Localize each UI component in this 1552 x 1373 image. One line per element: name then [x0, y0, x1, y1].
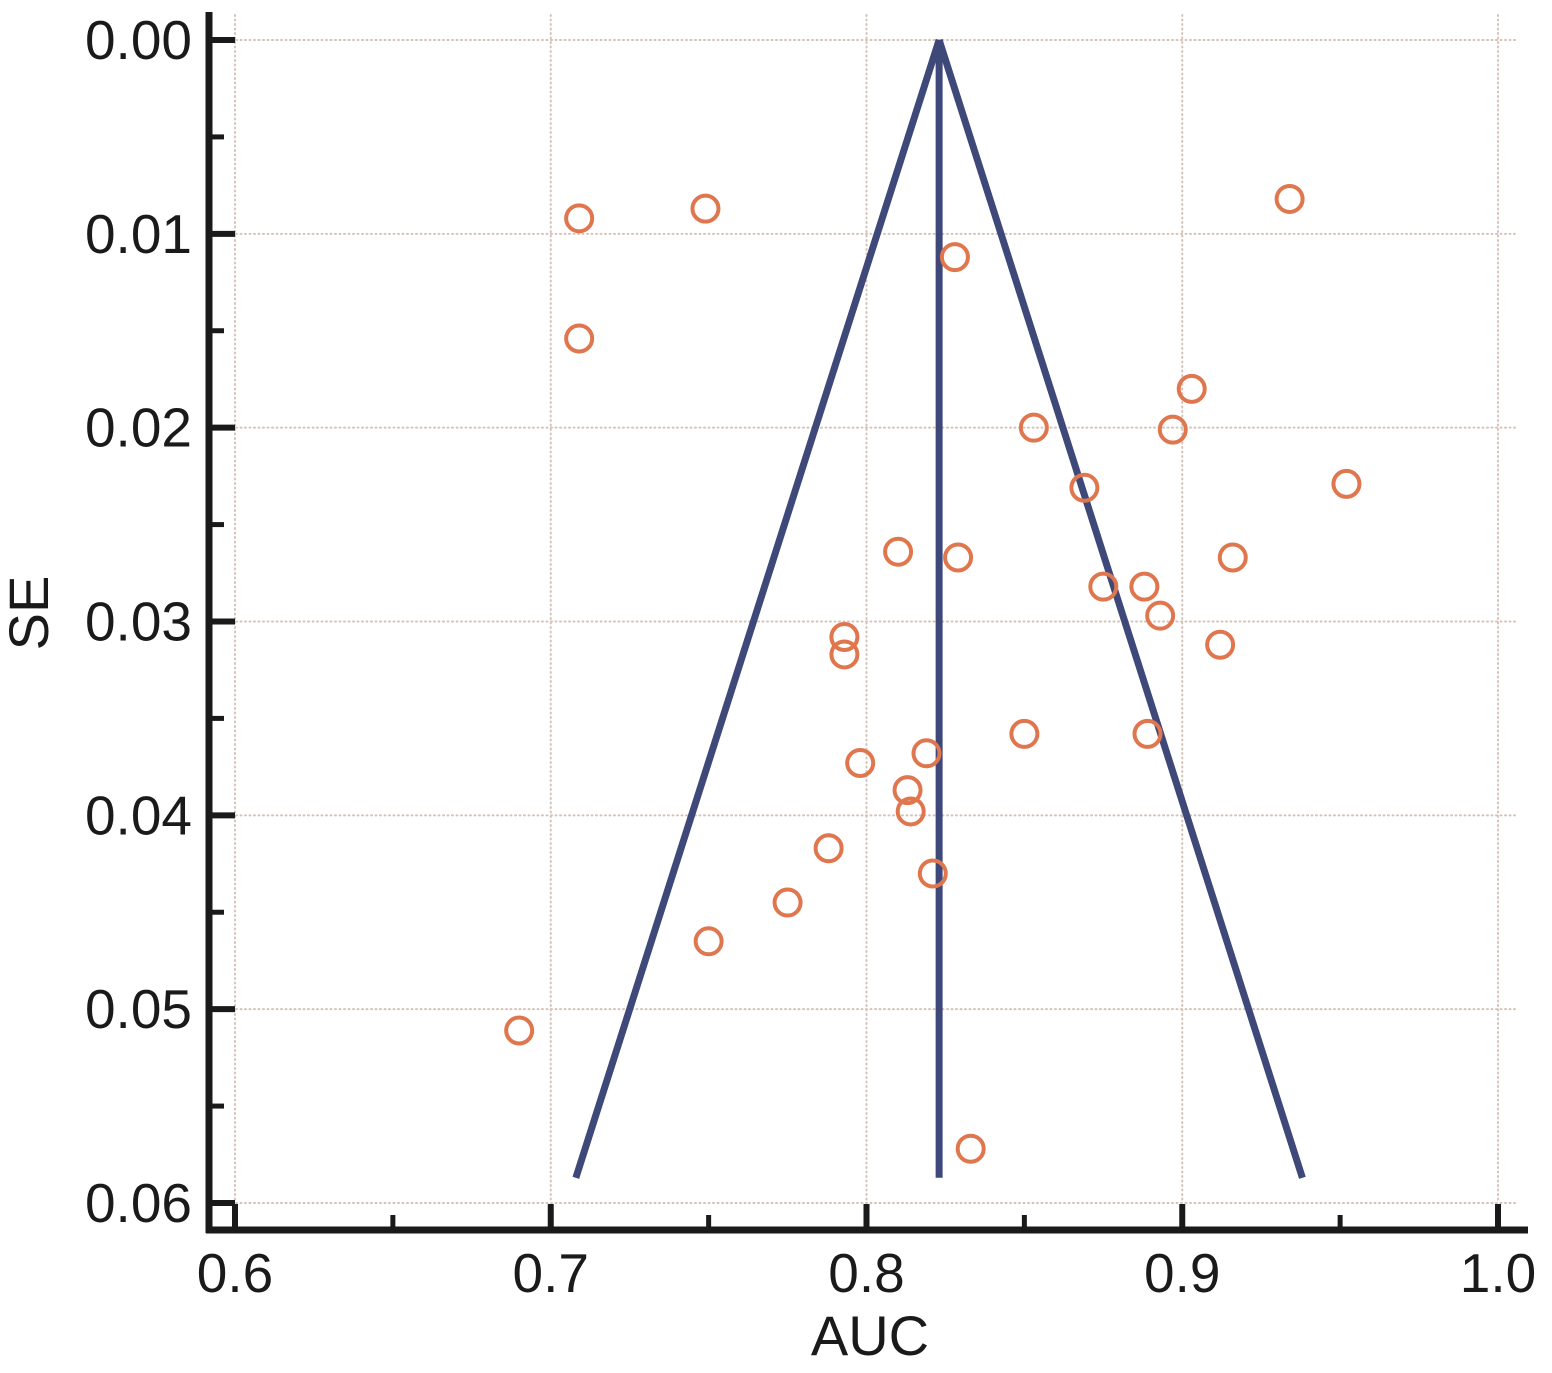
data-point — [1088, 571, 1119, 602]
data-point — [813, 833, 844, 864]
data-point — [564, 323, 595, 354]
funnel-left-line — [572, 38, 943, 1179]
spine-layer — [205, 12, 1528, 1234]
y-tick-label: 0.01 — [85, 203, 192, 265]
y-tick-label: 0.00 — [85, 9, 192, 71]
x-tick-label: 0.6 — [197, 1242, 273, 1304]
data-point — [1274, 183, 1305, 214]
y-tick-label: 0.05 — [85, 978, 192, 1040]
grid-layer — [208, 14, 1517, 1204]
data-point — [911, 738, 942, 769]
label-layer: AUC SE 0.6 0.7 0.8 0.9 1.0 0.00 0.01 0.02 0.03 0.… — [0, 9, 1536, 1367]
y-tick-label: 0.06 — [85, 1172, 192, 1234]
data-point — [845, 747, 876, 778]
data-point — [939, 242, 970, 273]
y-tick-label: 0.03 — [85, 590, 192, 652]
points-layer — [504, 183, 1362, 1164]
data-point — [895, 796, 926, 827]
data-point — [829, 621, 860, 652]
data-point — [1132, 718, 1163, 749]
data-point — [690, 193, 721, 224]
data-point — [1217, 542, 1248, 573]
x-tick-label: 0.9 — [1144, 1242, 1220, 1304]
data-point — [883, 536, 914, 567]
y-tick-label: 0.04 — [85, 784, 192, 846]
data-point — [504, 1015, 535, 1046]
data-point — [1018, 412, 1049, 443]
data-point — [772, 887, 803, 918]
x-axis-title: AUC — [811, 1304, 929, 1367]
data-point — [829, 639, 860, 670]
data-point — [693, 926, 724, 957]
data-point — [1129, 571, 1160, 602]
data-point — [1145, 600, 1176, 631]
x-tick-label: 0.7 — [513, 1242, 589, 1304]
data-point — [892, 775, 923, 806]
x-tick-label: 0.8 — [828, 1242, 904, 1304]
data-point — [955, 1133, 986, 1164]
x-tick-label: 1.0 — [1460, 1242, 1536, 1304]
data-point — [1157, 414, 1188, 445]
data-point — [1069, 472, 1100, 503]
funnel-right-line — [935, 38, 1306, 1179]
data-point — [943, 542, 974, 573]
funnel-layer — [572, 38, 1306, 1179]
data-point — [1205, 629, 1236, 660]
data-point — [564, 203, 595, 234]
y-axis-title: SE — [0, 576, 60, 651]
data-point — [917, 858, 948, 889]
data-point — [1009, 718, 1040, 749]
tick-layer — [209, 37, 1501, 1230]
data-point — [1176, 373, 1207, 404]
y-tick-label: 0.02 — [85, 397, 192, 459]
data-point — [1331, 468, 1362, 499]
